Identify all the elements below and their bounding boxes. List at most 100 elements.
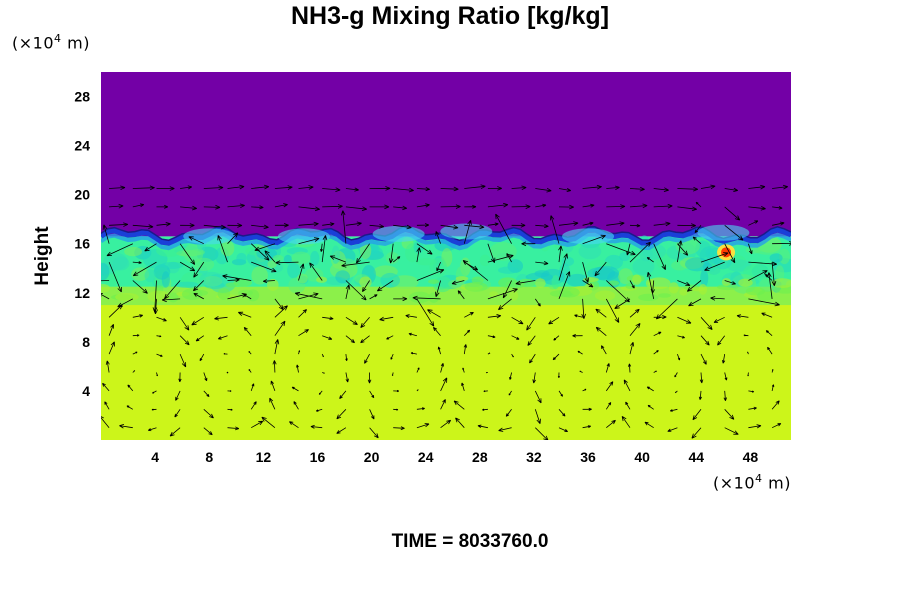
wind-vector bbox=[310, 424, 323, 429]
wind-vector bbox=[416, 389, 419, 392]
wind-vector bbox=[203, 409, 214, 419]
wind-vector bbox=[345, 206, 368, 211]
wind-vector bbox=[605, 298, 620, 323]
wind-vector bbox=[644, 421, 654, 429]
wind-vector bbox=[127, 384, 134, 392]
wind-vector bbox=[322, 204, 343, 209]
wind-vector bbox=[771, 400, 780, 410]
wind-vector bbox=[748, 243, 753, 255]
wind-vector bbox=[227, 278, 240, 283]
wind-vector bbox=[362, 280, 370, 293]
wind-vector bbox=[582, 425, 592, 429]
wind-vector bbox=[222, 274, 252, 281]
wind-vector bbox=[594, 261, 607, 277]
wind-vector bbox=[223, 353, 228, 355]
wind-vector bbox=[336, 427, 347, 434]
wind-vector bbox=[262, 279, 275, 284]
wind-vector bbox=[653, 350, 659, 355]
wind-vector bbox=[601, 345, 607, 355]
wind-vector bbox=[393, 296, 408, 302]
wind-vector bbox=[699, 372, 704, 384]
wind-vector bbox=[101, 293, 110, 300]
wind-vector bbox=[461, 382, 465, 392]
wind-vector bbox=[132, 224, 154, 229]
wind-vector bbox=[692, 409, 702, 421]
wind-vector bbox=[771, 369, 774, 373]
wind-vector bbox=[180, 223, 195, 228]
wind-vector bbox=[647, 404, 654, 410]
field-texture bbox=[658, 293, 671, 298]
wind-vector bbox=[369, 204, 390, 210]
field-texture bbox=[534, 278, 546, 288]
wind-vector bbox=[386, 335, 394, 340]
wind-vector bbox=[274, 320, 286, 336]
x-tick-label: 36 bbox=[580, 449, 596, 465]
wind-vector bbox=[464, 312, 474, 318]
wind-vector bbox=[453, 400, 465, 410]
wind-vector bbox=[677, 280, 691, 286]
wind-vector bbox=[315, 408, 323, 412]
x-tick-label: 16 bbox=[310, 449, 326, 465]
field-texture bbox=[428, 292, 440, 303]
wind-vector bbox=[511, 353, 514, 358]
wind-vector bbox=[188, 236, 204, 245]
wind-vector bbox=[581, 298, 586, 319]
wind-vector bbox=[451, 280, 465, 285]
field-texture bbox=[297, 273, 308, 284]
y-tick-label: 20 bbox=[74, 187, 90, 203]
wind-vector bbox=[653, 331, 662, 337]
wind-vector bbox=[495, 213, 512, 244]
wind-vector bbox=[625, 401, 631, 410]
wind-vector bbox=[345, 316, 358, 325]
wind-vector bbox=[655, 298, 678, 320]
field-texture bbox=[174, 281, 199, 288]
wind-vector bbox=[748, 406, 757, 410]
wind-vector bbox=[191, 316, 205, 326]
wind-vector bbox=[761, 312, 773, 318]
field-texture bbox=[267, 279, 279, 291]
wind-vector bbox=[557, 372, 560, 378]
wind-vector bbox=[322, 335, 333, 340]
field-texture bbox=[359, 276, 372, 288]
wind-vector bbox=[771, 262, 777, 286]
wind-vector bbox=[487, 335, 496, 339]
wind-vector bbox=[248, 351, 252, 355]
wind-vector bbox=[238, 311, 252, 318]
wind-vector bbox=[369, 427, 379, 439]
wind-vector bbox=[416, 407, 425, 411]
wind-vector bbox=[722, 354, 726, 364]
field-texture bbox=[335, 270, 350, 284]
wind-vector bbox=[250, 383, 255, 392]
wind-vector bbox=[147, 427, 157, 432]
wind-vector bbox=[435, 231, 441, 244]
wind-vector bbox=[463, 219, 472, 244]
wind-vector bbox=[174, 409, 181, 418]
wind-vector bbox=[379, 316, 394, 322]
wind-vector bbox=[298, 263, 305, 281]
wind-vector bbox=[455, 417, 465, 428]
wind-vector bbox=[628, 363, 632, 373]
wind-vector bbox=[595, 308, 607, 318]
field-texture bbox=[189, 249, 205, 256]
wind-vector bbox=[748, 298, 780, 307]
field-texture bbox=[489, 291, 499, 297]
wind-vector bbox=[582, 184, 602, 190]
field-texture bbox=[380, 272, 400, 288]
wind-vector bbox=[298, 329, 309, 337]
wind-vector bbox=[101, 416, 110, 428]
wind-vector bbox=[747, 372, 749, 377]
wind-vector bbox=[606, 204, 626, 209]
wind-vector bbox=[558, 221, 579, 226]
wind-vector bbox=[369, 223, 385, 229]
wind-vector bbox=[274, 223, 289, 228]
wind-vector bbox=[152, 280, 158, 313]
wind-vector bbox=[318, 390, 323, 395]
wind-vector bbox=[582, 221, 594, 226]
field-texture bbox=[331, 245, 340, 264]
wind-vector bbox=[582, 388, 587, 392]
wind-vector bbox=[193, 293, 204, 300]
wind-vector bbox=[179, 261, 196, 272]
y-tick-label: 28 bbox=[74, 89, 90, 105]
wind-vector bbox=[623, 379, 631, 392]
wind-vector bbox=[558, 188, 572, 192]
